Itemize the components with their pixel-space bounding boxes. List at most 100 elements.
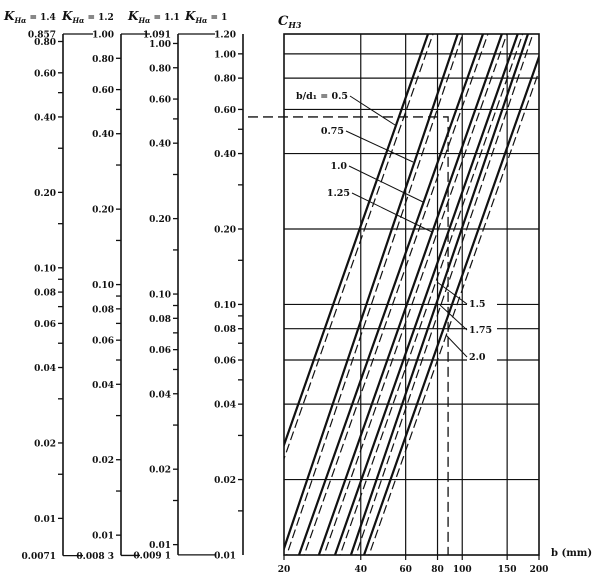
tick-label: 0.08: [149, 315, 171, 325]
plot-frame: [283, 33, 540, 556]
x-tick-label: 60: [399, 565, 412, 575]
series-solid-line-3: [297, 34, 485, 555]
series-solid-line-7: [362, 53, 539, 555]
axis-header-symbol: K: [61, 9, 73, 23]
label-bg: [467, 351, 497, 363]
tick-label: 0.40: [34, 113, 56, 123]
tick-label: 0.08: [34, 289, 56, 299]
bottom-label: 0.008 3: [76, 552, 114, 562]
tick-label: 0.60: [92, 86, 114, 96]
tick-label: 0.06: [149, 346, 171, 356]
series-solid-line-6: [349, 34, 530, 555]
series-dashed-line-6: [355, 34, 534, 555]
tick-label: 0.02: [149, 466, 171, 476]
tick-label: 0.04: [92, 381, 114, 391]
top-label: 0.857: [28, 31, 56, 41]
tick-label: 1.00: [149, 40, 171, 50]
axis-header: KHα = 1.2: [61, 9, 114, 25]
label-bg: [286, 90, 350, 102]
axis-header-value: = 1: [210, 13, 227, 23]
axis-header-value: = 1.4: [29, 13, 55, 23]
k-axis-2: KHα = 1.20.800.600.400.200.100.080.060.04…: [61, 9, 150, 562]
curves: [284, 34, 539, 555]
axis-header: KHα = 1.1: [127, 9, 180, 25]
tick-label: 0.60: [214, 106, 236, 116]
series-dashed-line-2: [286, 34, 464, 555]
tick-label: 0.01: [149, 541, 171, 551]
tick-label: 0.10: [214, 301, 236, 311]
x-tick-label: 200: [530, 565, 549, 575]
x-tick-label: 150: [498, 565, 517, 575]
tick-label: 0.02: [92, 456, 114, 466]
tick-label: 0.40: [149, 140, 171, 150]
tick-label: 0.02: [34, 439, 56, 449]
series-label: 1.25: [327, 188, 350, 199]
axis-header-value: = 1.1: [153, 13, 179, 23]
tick-label: 0.06: [92, 337, 114, 347]
tick-label: 0.06: [214, 357, 236, 367]
leader-line: [439, 304, 468, 331]
k-axis-4: KHα = 1 1.00 0.80 0.60 0.40 0.20 0.10 0.08 0.06 0.…: [184, 9, 244, 562]
series-label: 1.75: [469, 325, 492, 336]
tick-label: 0.10: [149, 291, 171, 301]
y-axis-label-subscript: H3: [287, 20, 302, 30]
leader-line: [345, 130, 414, 163]
tick-label: 0.08: [214, 325, 236, 335]
series-solid-line-4: [317, 34, 504, 555]
tick-label: 0.04: [34, 364, 56, 374]
leader-line: [436, 281, 468, 305]
x-tick-label: 80: [431, 565, 444, 575]
tick-label: 0.20: [149, 215, 171, 225]
bottom-label: 0.0071: [22, 552, 56, 562]
x-tick-label: 40: [354, 565, 367, 575]
axis-header-subscript: Hα: [13, 16, 27, 25]
axis-header-symbol: K: [127, 9, 139, 23]
tick-label: 0.20: [34, 189, 56, 199]
y-axis-label: CH3: [278, 14, 302, 30]
tick-label: 0.40: [92, 130, 114, 140]
axis-header-subscript: Hα: [71, 16, 85, 25]
tick-label: 0.10: [34, 264, 56, 274]
series-label: 0.75: [321, 126, 344, 137]
series-label: b/d₁ = 0.5: [296, 91, 348, 102]
label-bg: [316, 125, 346, 137]
leader-line: [349, 95, 396, 126]
axis-header-symbol: K: [3, 9, 15, 23]
k-scales: KHα = 1.40.800.600.400.200.100.080.060.04…: [3, 9, 244, 562]
tick-label: 0.60: [149, 96, 171, 106]
tick-label: 0.20: [214, 225, 236, 235]
leader-line: [445, 334, 468, 358]
tick-label: 1.00: [214, 50, 236, 60]
tick-label: 0.40: [214, 150, 236, 160]
series-label: 1.0: [330, 161, 347, 172]
leader-line: [351, 192, 433, 233]
label-bg: [322, 187, 352, 199]
plot-area: 20 40 60 80 100 150 200 b/d₁ = 0.5 0.75 1.0 1.25 1.…: [248, 33, 549, 575]
tick-label: 0.80: [34, 38, 56, 48]
tick-label: 0.01: [92, 532, 114, 542]
leader-line: [348, 165, 424, 203]
tick-label: 0.02: [214, 476, 236, 486]
tick-label: 0.60: [34, 69, 56, 79]
axis-header-value: = 1.2: [87, 13, 113, 23]
bottom-label: 0.01: [214, 552, 236, 562]
series-label: 1.5: [469, 299, 486, 310]
example-dashed-path: [248, 116, 449, 555]
tick-label: 0.80: [92, 55, 114, 65]
top-label: 1.00: [92, 31, 114, 41]
series-solid-line-1: [284, 34, 430, 449]
x-axis-label: b (mm): [551, 548, 592, 559]
tick-label: 0.80: [214, 75, 236, 85]
y-axis-label-main: C: [278, 14, 289, 29]
series-dashed-line-1: [284, 34, 434, 461]
axis-header-subscript: Hα: [137, 16, 151, 25]
label-bg: [467, 324, 497, 336]
top-label: 1.20: [214, 31, 236, 41]
tick-label: 0.08: [92, 305, 114, 315]
tick-label: 0.10: [92, 281, 114, 291]
x-tick-label: 100: [453, 565, 472, 575]
series-solid-line-2: [284, 34, 459, 552]
axis-header-subscript: Hα: [194, 16, 208, 25]
bottom-label: 0.009 1: [133, 551, 171, 561]
